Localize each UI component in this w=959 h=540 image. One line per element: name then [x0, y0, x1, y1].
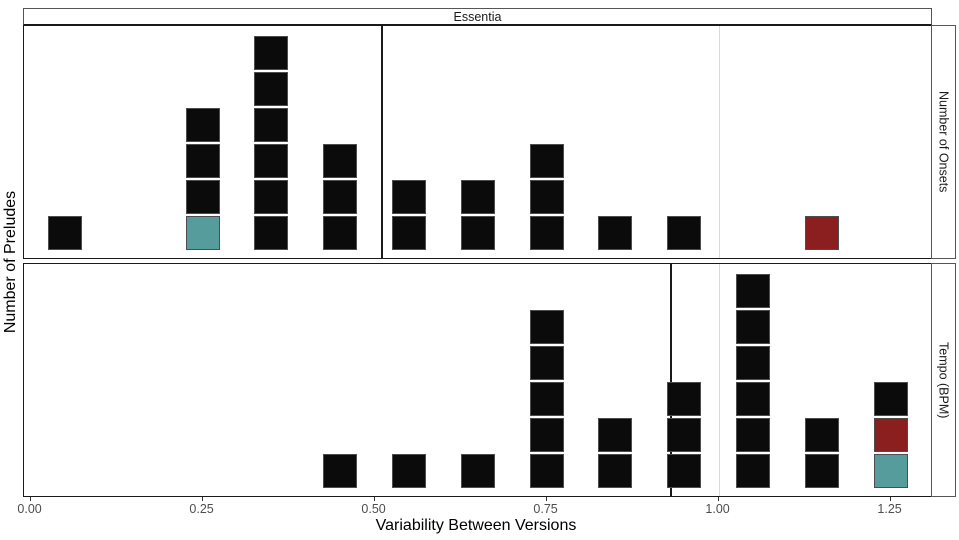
x-tick-mark: [29, 497, 31, 501]
histogram-square-black: [529, 180, 564, 214]
x-tick-label: 0.25: [189, 502, 214, 516]
histogram-square-black: [254, 108, 289, 142]
histogram-square-black: [185, 180, 220, 214]
facet-strip-top-label: Essentia: [453, 9, 502, 24]
histogram-square-black: [185, 108, 220, 142]
histogram-square-black: [736, 454, 770, 488]
histogram-square-black: [529, 346, 564, 380]
histogram-bar: [598, 216, 633, 250]
histogram-square-black: [736, 382, 770, 416]
histogram-square-black: [598, 216, 633, 250]
histogram-square-black: [598, 418, 633, 452]
histogram-square-black: [736, 310, 770, 344]
histogram-square-black: [667, 216, 702, 250]
histogram-square-black: [323, 454, 358, 488]
histogram-bar: [667, 382, 702, 488]
histogram-square-black: [804, 418, 839, 452]
mean-line: [670, 264, 672, 496]
x-tick-mark: [889, 497, 891, 501]
facet-strip-top: Essentia: [23, 8, 932, 26]
histogram-bar: [254, 36, 289, 250]
histogram-bar: [736, 274, 770, 488]
histogram-bar: [48, 216, 82, 250]
histogram-bar: [323, 144, 358, 250]
histogram-square-black: [667, 382, 702, 416]
facet-strip-number-of-onsets-label: Number of Onsets: [936, 91, 951, 193]
histogram-square-black: [667, 454, 702, 488]
x-tick-label: 1.25: [877, 502, 902, 516]
histogram-square-black: [598, 454, 633, 488]
x-tick-mark: [545, 497, 547, 501]
histogram-square-black: [254, 72, 289, 106]
histogram-square-black: [323, 180, 358, 214]
panel-tempo-bpm: [23, 263, 932, 497]
histogram-square-black: [460, 216, 495, 250]
histogram-square-black: [529, 310, 564, 344]
x-tick-label: 0.50: [361, 502, 386, 516]
histogram-bar: [323, 454, 358, 488]
histogram-bar: [460, 454, 495, 488]
histogram-square-teal: [873, 454, 908, 488]
histogram-square-black: [392, 180, 426, 214]
histogram-bar: [529, 310, 564, 488]
x-tick-mark: [717, 497, 719, 501]
histogram-bar: [392, 180, 426, 250]
reference-line-1.00: [718, 264, 721, 496]
x-tick-mark: [373, 497, 375, 501]
histogram-bar: [667, 216, 702, 250]
histogram-square-black: [529, 418, 564, 452]
facet-strip-number-of-onsets: Number of Onsets: [931, 25, 956, 259]
histogram-bar: [185, 108, 220, 250]
histogram-square-black: [736, 274, 770, 308]
histogram-bar: [460, 180, 495, 250]
histogram-bar: [598, 418, 633, 488]
histogram-square-black: [736, 346, 770, 380]
y-axis-title: Number of Preludes: [2, 190, 19, 334]
histogram-bar: [392, 454, 426, 488]
histogram-bar: [804, 418, 839, 488]
histogram-square-black: [323, 216, 358, 250]
histogram-square-black: [804, 454, 839, 488]
histogram-square-black: [48, 216, 82, 250]
histogram-square-red: [804, 216, 839, 250]
histogram-bar: [804, 216, 839, 250]
mean-line: [381, 26, 383, 258]
histogram-square-black: [873, 382, 908, 416]
histogram-square-black: [254, 180, 289, 214]
histogram-square-black: [529, 382, 564, 416]
x-tick-label: 1.00: [705, 502, 730, 516]
histogram-square-red: [873, 418, 908, 452]
histogram-square-black: [254, 36, 289, 70]
histogram-bar: [873, 382, 908, 488]
histogram-bar: [529, 144, 564, 250]
histogram-square-black: [736, 418, 770, 452]
reference-line-1.00: [718, 26, 721, 258]
histogram-square-teal: [185, 216, 220, 250]
facet-strip-tempo-bpm-label: Tempo (BPM): [936, 341, 951, 419]
x-tick-label: 0.75: [533, 502, 558, 516]
histogram-square-black: [460, 454, 495, 488]
x-tick-mark: [201, 497, 203, 501]
facet-strip-tempo-bpm: Tempo (BPM): [931, 263, 956, 497]
histogram-square-black: [185, 144, 220, 178]
histogram-square-black: [392, 454, 426, 488]
histogram-square-black: [667, 418, 702, 452]
x-axis: 0.00 0.25 0.50 0.75 1.00 1.25: [17, 497, 932, 537]
panel-number-of-onsets: [23, 25, 932, 259]
histogram-square-black: [392, 216, 426, 250]
histogram-square-black: [529, 144, 564, 178]
histogram-square-black: [529, 454, 564, 488]
histogram-square-black: [529, 216, 564, 250]
x-tick-label: 0.00: [17, 502, 42, 516]
histogram-square-black: [460, 180, 495, 214]
histogram-square-black: [254, 144, 289, 178]
histogram-square-black: [254, 216, 289, 250]
x-axis-title: Variability Between Versions: [375, 517, 577, 534]
histogram-square-black: [323, 144, 358, 178]
